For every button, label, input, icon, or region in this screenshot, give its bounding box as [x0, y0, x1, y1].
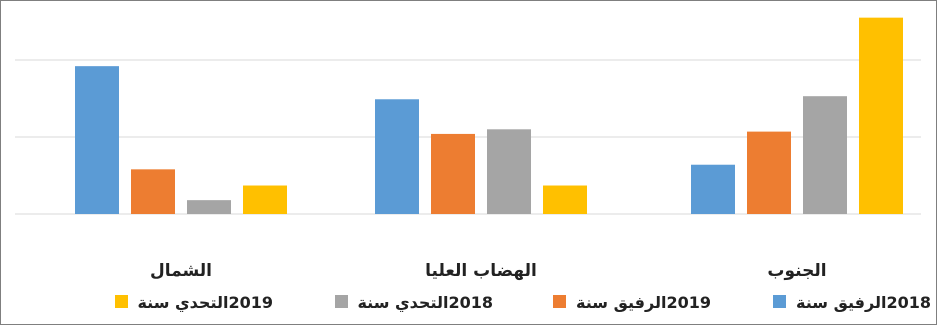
category-labels: الشمال الهضاب العليا الجنوب — [150, 261, 827, 281]
legend-swatch-2 — [553, 295, 566, 308]
bar-1-series-2 — [131, 169, 175, 214]
bar-3-series-2 — [747, 131, 791, 214]
bar-1-series-1 — [75, 66, 119, 214]
bar-3-series-3 — [803, 96, 847, 214]
bar-1-series-4 — [243, 185, 287, 214]
legend-swatch-4 — [115, 295, 128, 308]
legend-label-4: 2019التحدي سنة — [137, 293, 273, 313]
legend-label-1: 2018الرفيق سنة — [796, 293, 931, 312]
bar-2-series-1 — [375, 99, 419, 214]
category-label-1: الشمال — [150, 261, 212, 281]
bar-2-series-3 — [487, 129, 531, 214]
bar-3-series-1 — [691, 164, 735, 214]
category-label-2: الهضاب العليا — [425, 261, 537, 281]
bar-3-series-4 — [859, 17, 903, 215]
legend-label-3: 2018التحدي سنة — [357, 293, 493, 313]
bar-2-series-4 — [543, 185, 587, 214]
bar-1-series-3 — [187, 200, 231, 214]
legend-swatch-1 — [773, 295, 786, 308]
legend-label-2: 2019الرفيق سنة — [576, 293, 711, 312]
bar-2-series-2 — [431, 133, 475, 214]
legend-swatch-3 — [335, 295, 348, 308]
legend: 2018الرفيق سنة 2019الرفيق سنة 2018التحدي س… — [115, 293, 931, 313]
category-label-3: الجنوب — [767, 261, 826, 281]
bars — [75, 17, 903, 215]
